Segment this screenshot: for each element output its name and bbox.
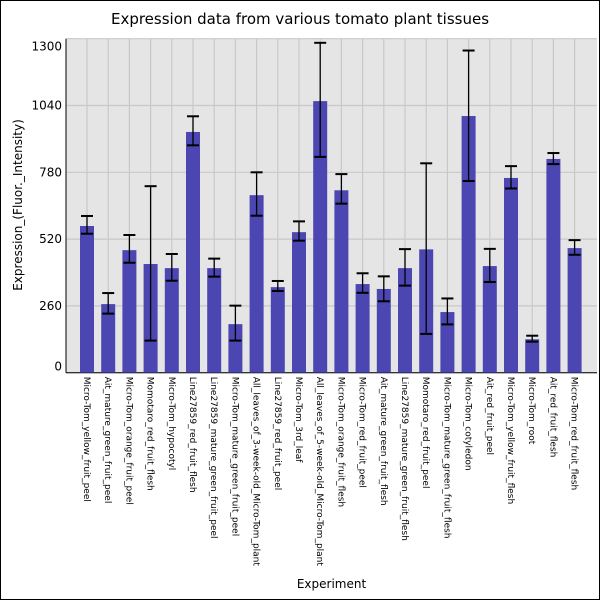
- y-tick-label: 260: [39, 299, 62, 313]
- x-tick-label: Micro-Tom_cotyledon: [463, 377, 473, 471]
- bar: [101, 304, 116, 373]
- x-tick-label: Micro-Tom_yellow_fruit_flesh: [505, 377, 515, 505]
- x-tick-label: Micro-Tom_mature_green_fruit_peel: [229, 377, 239, 537]
- x-tick-label: Ait_mature_green_fruit_peel: [102, 377, 112, 504]
- x-tick-label: Line27859_red_fruit_flesh: [187, 377, 197, 493]
- bar: [376, 288, 391, 373]
- x-tick-label: Ait_mature_green_fruit_flesh: [378, 377, 388, 506]
- y-tick-label: 520: [39, 232, 62, 246]
- bar: [355, 284, 370, 373]
- bar: [270, 287, 285, 373]
- bar: [313, 101, 328, 373]
- x-tick-label: Micro-Tom_yellow_fruit_peel: [81, 377, 91, 502]
- bar: [546, 158, 561, 373]
- x-tick-label: Micro-Tom_hypocotyl: [166, 377, 176, 471]
- y-tick-label: 1040: [31, 99, 62, 113]
- x-tick-label: Micro-Tom_orange_fruit_flesh: [335, 377, 345, 507]
- x-tick-label: Micro-Tom_3rd_leaf: [293, 377, 303, 464]
- bar: [80, 225, 94, 373]
- x-tick-label: Ait_red_fruit_flesh: [547, 377, 557, 458]
- x-tick-label: Line27859_red_fruit_peel: [272, 377, 282, 491]
- bar: [482, 266, 497, 373]
- bar: [249, 195, 264, 373]
- x-tick-label: All_leaves_of_5-week-old_Micro-Tom_plant: [314, 377, 324, 567]
- bar: [504, 177, 518, 373]
- x-tick-label: Micro-Tom_red_fruit_flesh: [569, 377, 579, 491]
- bar: [207, 268, 222, 373]
- bar: [186, 131, 200, 373]
- x-axis-label: Experiment: [296, 577, 367, 591]
- bar: [334, 190, 349, 373]
- x-tick-label: Ait_red_fruit_peel: [484, 377, 494, 455]
- y-tick-label: 0: [54, 360, 62, 374]
- x-tick-label: Micro-Tom_mature_green_fruit_flesh: [441, 377, 451, 539]
- x-tick-label: Micro-Tom_root: [526, 377, 536, 445]
- x-tick-label: Micro-Tom_orange_fruit_peel: [123, 377, 133, 505]
- bar: [228, 324, 243, 373]
- x-tick-label: Momotaro_red_fruit_flesh: [145, 377, 155, 491]
- bar: [525, 339, 540, 373]
- bar: [567, 248, 582, 373]
- y-tick-label: 1300: [31, 40, 62, 54]
- x-tick-label: All_leaves_of_3-week-old_Micro-Tom_plant: [251, 377, 261, 567]
- chart-title: Expression data from various tomato plan…: [110, 10, 490, 28]
- y-tick-label: 780: [39, 165, 62, 179]
- x-tick-label: Momotaro_red_fruit_peel: [420, 377, 430, 489]
- bar: [440, 312, 455, 373]
- bar: [164, 268, 179, 373]
- x-tick-label: Line27859_mature_green_fruit_flesh: [399, 377, 409, 541]
- x-tick-label: Micro-Tom_red_fruit_peel: [357, 377, 367, 488]
- x-tick-label: Line27859_mature_green_fruit_peel: [208, 377, 218, 539]
- bar: [398, 268, 412, 373]
- bar: [122, 250, 137, 373]
- bar: [292, 232, 306, 373]
